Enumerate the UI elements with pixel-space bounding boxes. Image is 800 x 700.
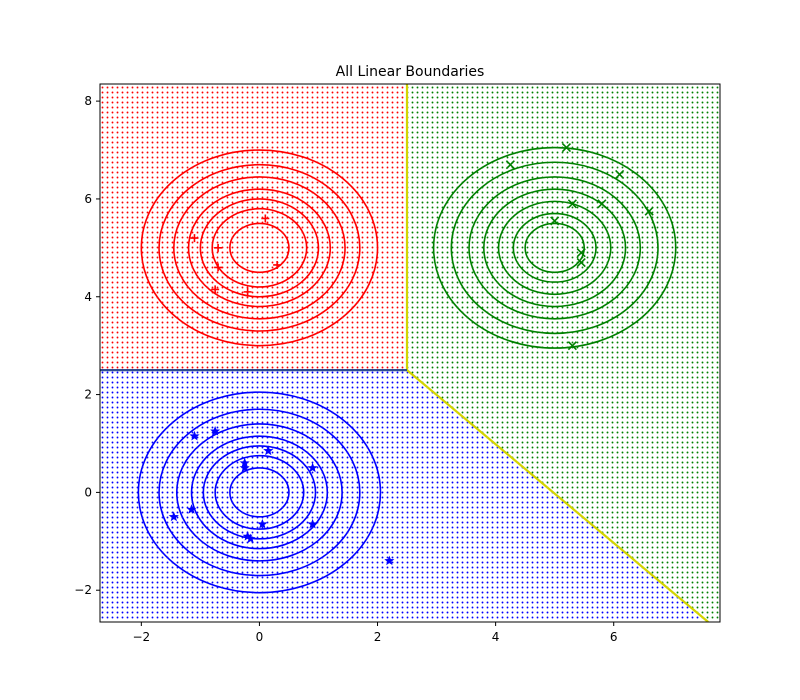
region-green: [407, 84, 720, 622]
y-axis: −2 0 2 4 6 8: [74, 94, 100, 597]
data-point-plus-0: [190, 234, 199, 243]
y-tick-label: 8: [84, 94, 92, 108]
decision-boundaries: [100, 84, 709, 622]
data-point-star-8: [257, 518, 268, 529]
data-point-plus-2: [214, 243, 223, 252]
contour-blue-0: [137, 391, 382, 594]
x-axis: −2 0 2 4 6: [132, 622, 618, 644]
data-point-x-7: [576, 248, 586, 258]
contour-red-3: [187, 188, 332, 308]
data-point-x-8: [576, 257, 586, 268]
data-point-plus-4: [273, 260, 282, 269]
decision-regions: [100, 84, 720, 622]
contour-blue-1: [158, 408, 361, 577]
x-tick-label: 0: [256, 630, 264, 644]
data-point-plus-1: [261, 214, 270, 223]
data-point-x-1: [561, 143, 572, 153]
contour-red-5: [211, 207, 308, 288]
data-point-star-9: [307, 518, 318, 529]
data-point-x-3: [567, 199, 577, 209]
data-point-x-2: [615, 169, 625, 180]
data-point-star-11: [245, 533, 256, 544]
data-point-star-1: [210, 425, 221, 436]
contour-blue-3: [190, 435, 329, 550]
contour-red-2: [173, 176, 346, 320]
contour-red-6: [229, 222, 290, 274]
contour-blue-2: [175, 423, 343, 562]
contour-red-1: [158, 163, 361, 332]
contour-green-1: [450, 161, 659, 335]
contour-green-5: [512, 212, 597, 283]
x-tick-label: 4: [492, 630, 500, 644]
contour-red-0: [140, 149, 379, 347]
data-point-star-7: [168, 511, 179, 522]
x-tick-label: 6: [610, 630, 618, 644]
data-point-star-4: [239, 462, 250, 473]
contour-green-6: [524, 222, 585, 274]
y-tick-label: 0: [84, 485, 92, 499]
contour-green-4: [497, 200, 612, 296]
sample-points: [168, 143, 654, 566]
data-point-x-9: [567, 341, 577, 351]
contour-blue-5: [214, 454, 305, 530]
y-tick-label: 6: [84, 192, 92, 206]
contour-green-0: [432, 146, 677, 349]
y-tick-label: 2: [84, 388, 92, 402]
data-point-x-5: [644, 206, 654, 216]
chart-title: All Linear Boundaries: [336, 64, 485, 80]
data-point-plus-3: [214, 263, 223, 272]
data-point-x-0: [505, 160, 515, 170]
x-tick-label: 2: [374, 630, 382, 644]
data-point-star-12: [384, 555, 395, 566]
plot-frame: [99, 83, 721, 623]
boundary-line-1: [406, 369, 709, 622]
region-blue: [100, 370, 709, 622]
contour-red-4: [199, 198, 320, 298]
data-point-plus-5: [211, 285, 220, 294]
x-tick-label: −2: [132, 630, 150, 644]
y-tick-label: 4: [84, 290, 92, 304]
y-tick-label: −2: [74, 583, 92, 597]
data-point-star-0: [189, 430, 200, 441]
data-point-star-2: [263, 445, 274, 456]
data-point-x-4: [597, 199, 607, 209]
contour-green-2: [468, 176, 642, 320]
contour-green-3: [483, 188, 627, 308]
gaussian-contours: [137, 146, 677, 594]
contour-blue-6: [229, 467, 290, 518]
region-red: [100, 84, 407, 371]
data-point-plus-6: [243, 287, 252, 296]
contour-blue-4: [202, 445, 317, 540]
data-point-star-5: [307, 462, 318, 473]
data-point-star-6: [186, 504, 197, 514]
data-point-x-6: [550, 216, 560, 226]
